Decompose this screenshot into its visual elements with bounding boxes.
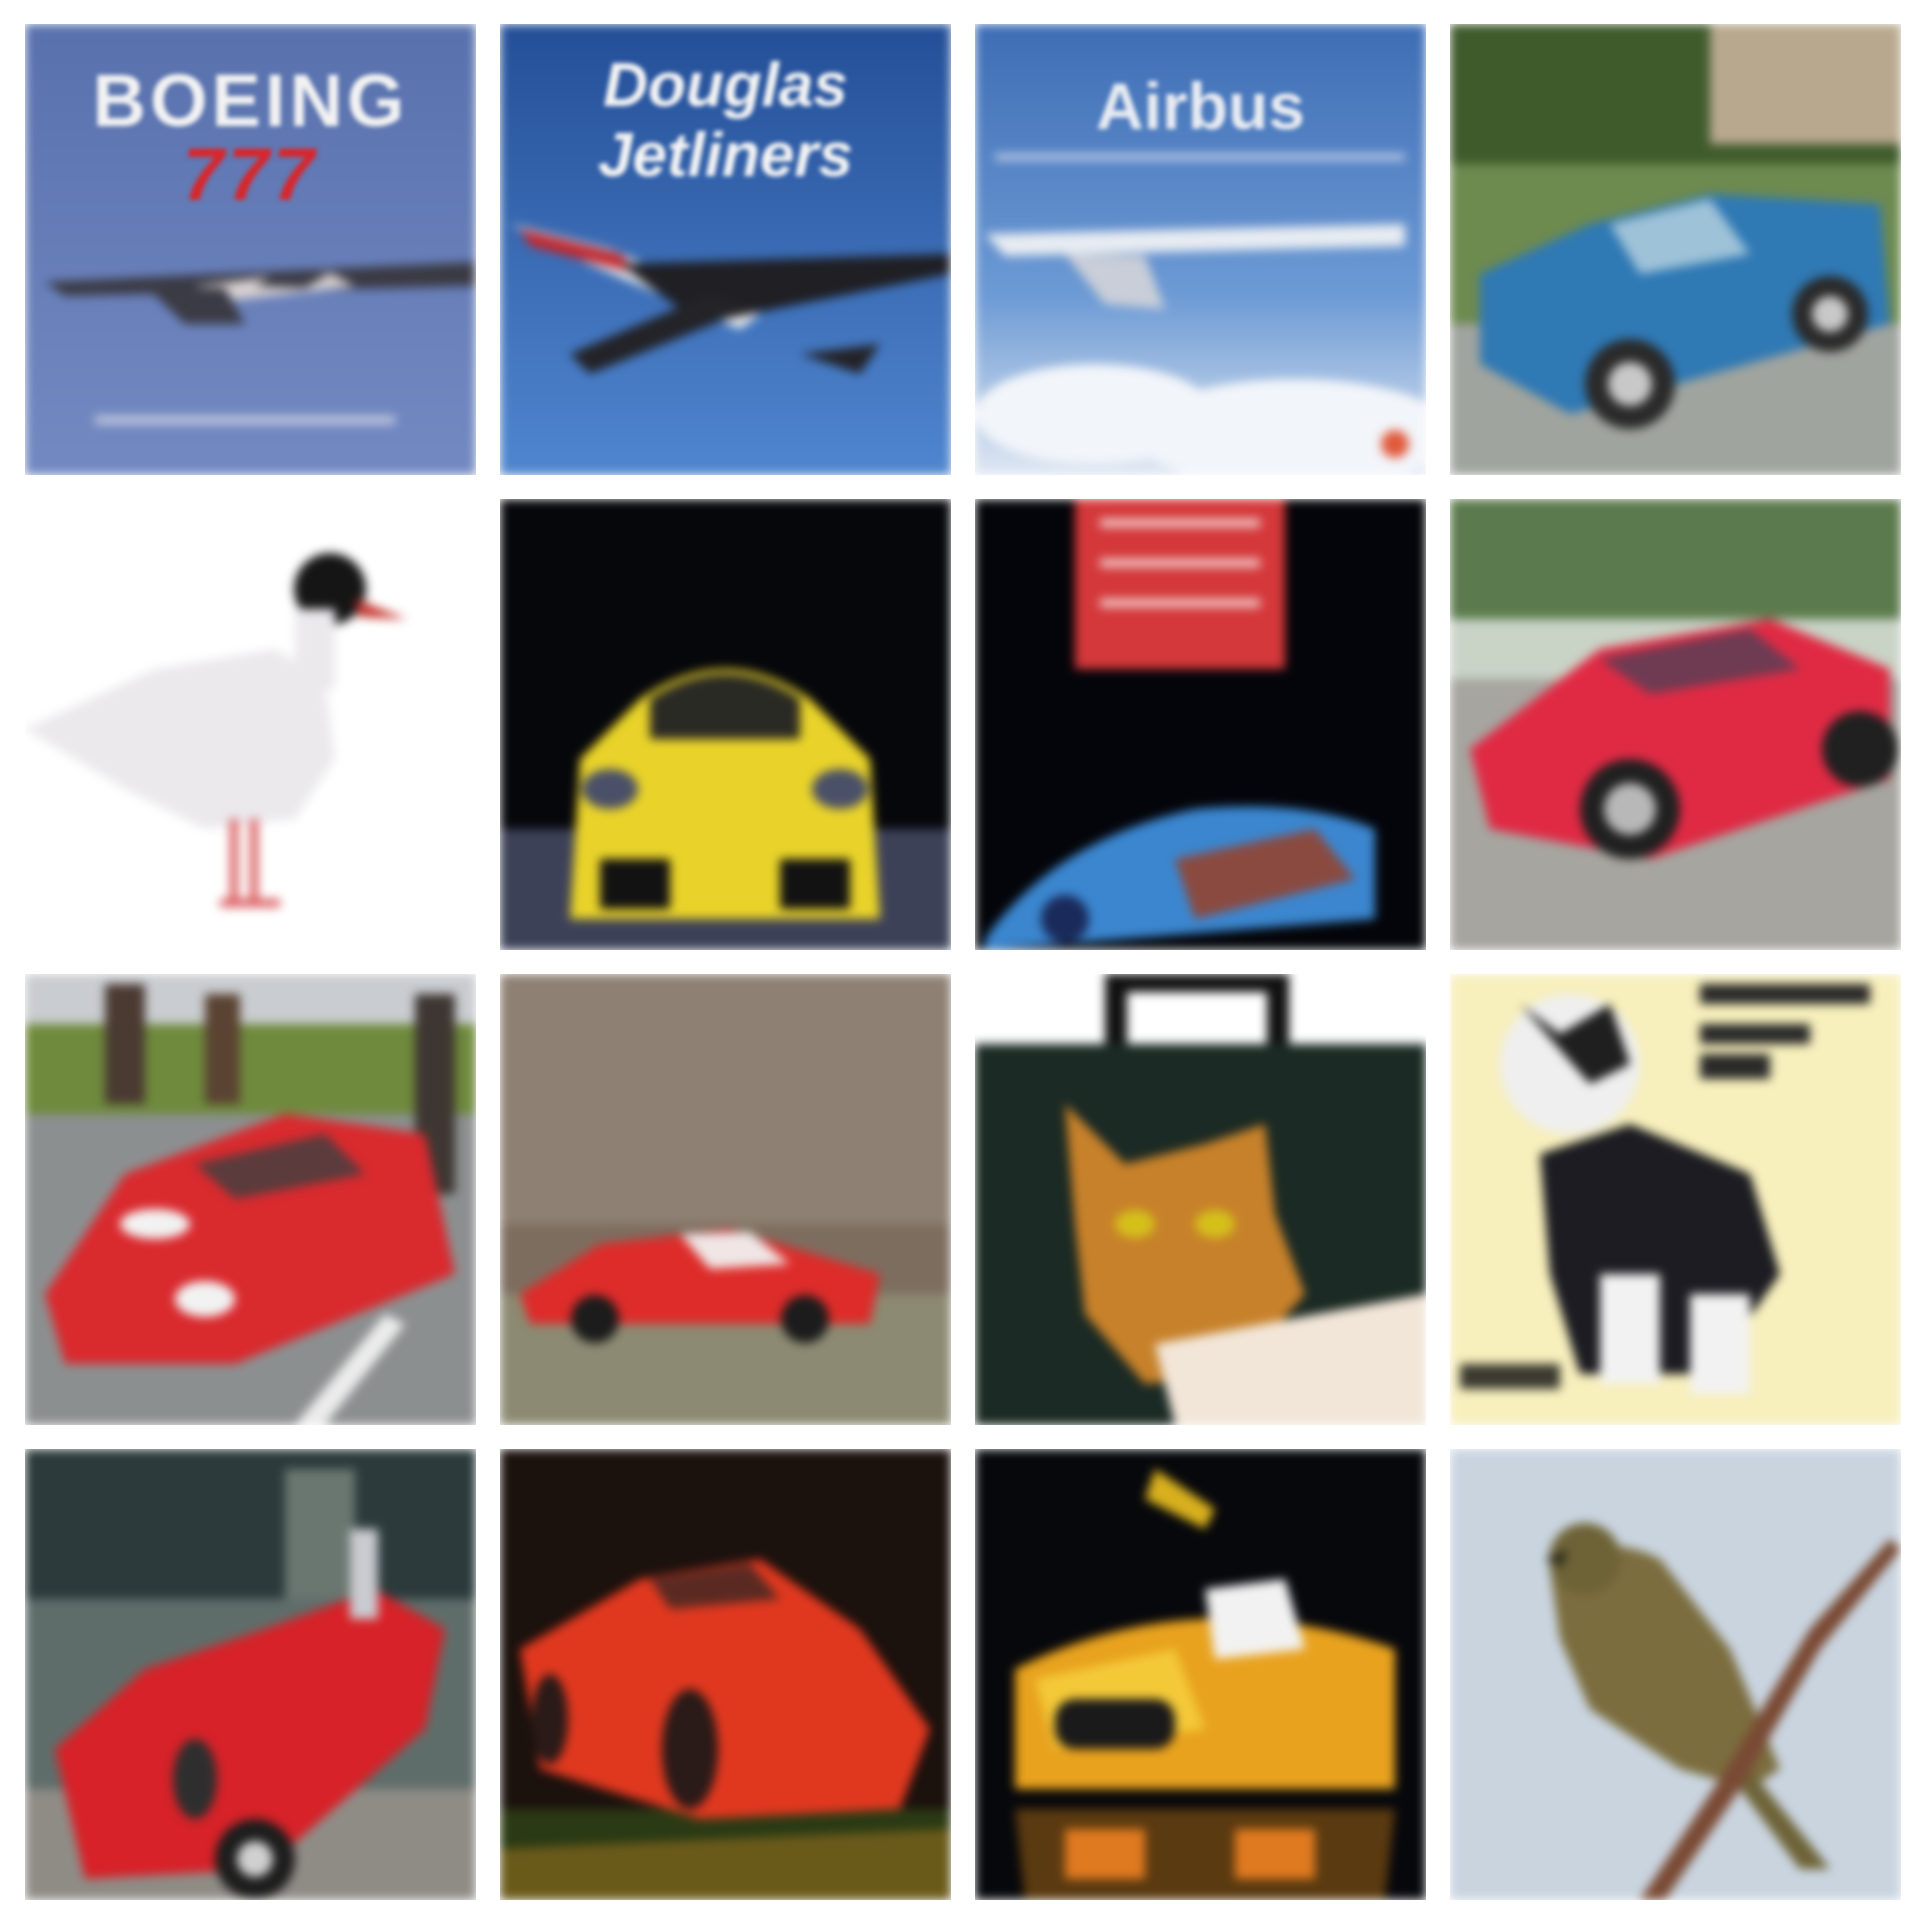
tile-red-supercar [1450, 499, 1901, 950]
tile-red-race-car [25, 974, 476, 1425]
red-supercar-image [1450, 499, 1901, 950]
yellow-car-front-image [500, 499, 951, 950]
douglas-title: Douglas [603, 51, 848, 120]
tile-white-gull [25, 499, 476, 950]
douglas-jetliners-image [500, 24, 951, 475]
tile-blue-car [1450, 24, 1901, 475]
red-race-car-image [25, 974, 476, 1425]
douglas-subtitle: Jetliners [597, 121, 854, 190]
red-convertible-image [25, 1449, 476, 1900]
airbus-title: Airbus [1095, 69, 1306, 143]
sparrow-image [1450, 1449, 1901, 1900]
tile-sparrow-on-branch [1450, 1449, 1901, 1900]
dark-car-poster-image [975, 499, 1426, 950]
tile-cat-bag [975, 974, 1426, 1425]
tile-yellow-sports-car [500, 499, 951, 950]
tile-dark-car-poster [975, 499, 1426, 950]
boeing-subtitle: 777 [182, 133, 319, 216]
tile-red-ferrari-dark [500, 1449, 951, 1900]
yellow-concept-car-image [975, 1449, 1426, 1900]
tile-airbus-cover: Airbus [975, 24, 1426, 475]
boeing-777-image [25, 24, 476, 475]
tile-black-white-cat [1450, 974, 1901, 1425]
blue-car-image [1450, 24, 1901, 475]
cat-bag-image [975, 974, 1426, 1425]
red-ferrari-image [500, 1449, 951, 1900]
gull-image [25, 499, 476, 950]
tile-red-classic-convertible [25, 1449, 476, 1900]
red-car-field-image [500, 974, 951, 1425]
tile-yellow-concept-car [975, 1449, 1426, 1900]
boeing-title: BOEING [92, 59, 409, 142]
tile-douglas-jetliners-cover: Douglas Jetliners [500, 24, 951, 475]
tile-boeing-777-cover: BOEING 777 [25, 24, 476, 475]
black-white-cat-image [1450, 974, 1901, 1425]
image-grid: BOEING 777 Douglas Jetliners Airbus [25, 24, 1901, 1900]
airbus-image [975, 24, 1426, 475]
tile-red-car-field [500, 974, 951, 1425]
